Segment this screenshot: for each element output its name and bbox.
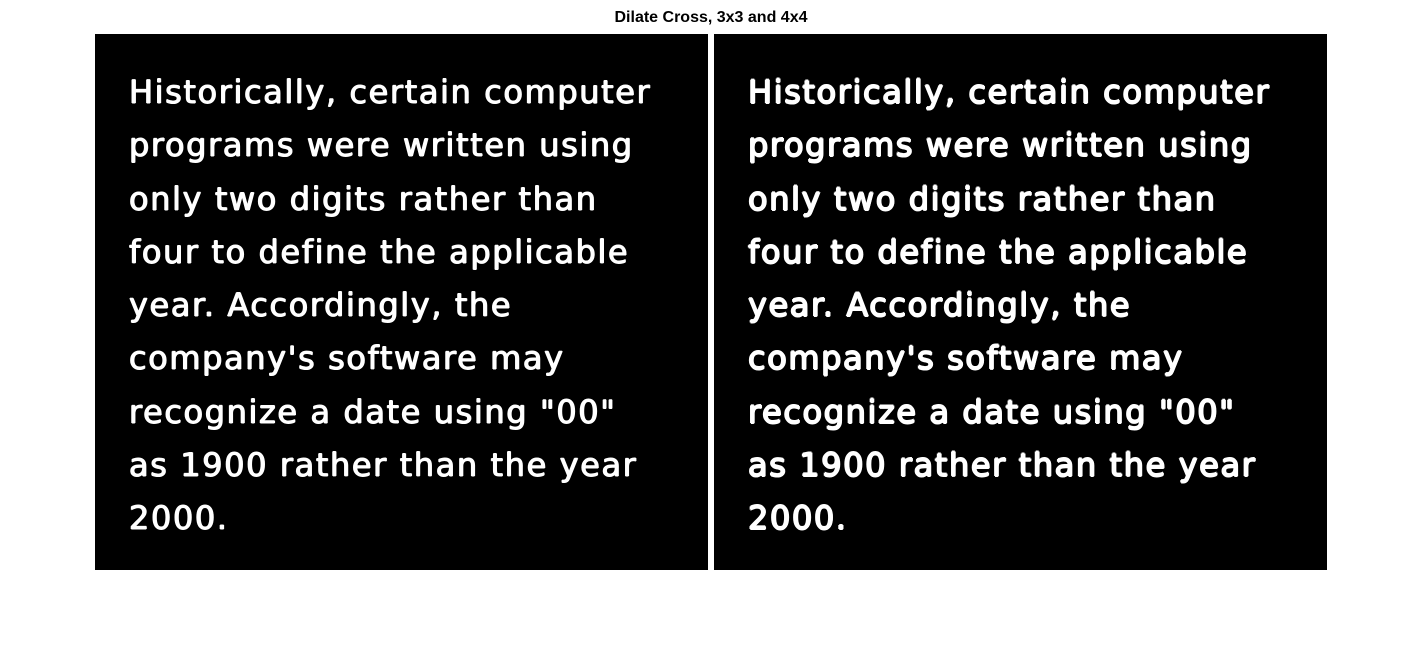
panel-text-left: Historically, certain computer programs … xyxy=(129,73,652,538)
image-panel-right: Historically, certain computer programs … xyxy=(714,34,1327,570)
figure-title: Dilate Cross, 3x3 and 4x4 xyxy=(614,9,808,26)
panel-text-right: Historically, certain computer programs … xyxy=(748,73,1271,538)
image-panel-left: Historically, certain computer programs … xyxy=(95,34,708,570)
